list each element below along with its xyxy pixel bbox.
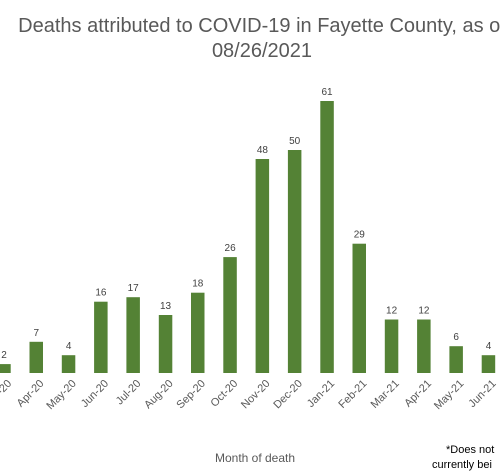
bar-Apr-21 (417, 319, 431, 373)
data-label-May-21: 6 (453, 332, 459, 343)
data-label-Dec-20: 50 (289, 136, 301, 147)
data-label-Jun-21: 4 (486, 341, 492, 352)
data-label-Mar-20: 2 (1, 350, 7, 361)
bar-Mar-21 (384, 319, 399, 373)
data-label-Sep-20: 18 (192, 279, 204, 290)
bar-Dec-20 (287, 150, 302, 373)
x-tick-Sep-20: Sep-20 (174, 378, 208, 412)
bars-group (0, 101, 496, 373)
bar-Jun-20 (94, 301, 108, 373)
bar-Apr-20 (29, 341, 43, 373)
data-labels-group: 2741617131826485061291212643 (1, 87, 492, 361)
x-tick-May-21: May-21 (432, 378, 466, 412)
footnote-line-1: *Does not (446, 444, 494, 456)
x-tick-Dec-20: Dec-20 (271, 378, 305, 412)
x-tick-Jun-20: Jun-20 (79, 378, 111, 410)
bar-Jan-21 (320, 101, 334, 373)
x-tick-Jan-21: Jan-21 (305, 378, 337, 410)
data-label-Apr-20: 7 (34, 328, 40, 339)
x-tick-Mar-21: Mar-21 (369, 378, 402, 411)
data-label-Nov-20: 48 (257, 145, 269, 156)
bar-May-21 (449, 346, 463, 373)
bar-Sep-20 (191, 292, 205, 373)
bar-Nov-20 (255, 159, 270, 373)
chart-title-line-2: 08/26/2021 (212, 40, 312, 62)
x-tick-Nov-20: Nov-20 (239, 378, 273, 412)
footnote-line-2: currently bei (432, 459, 492, 471)
data-label-Jun-20: 16 (95, 288, 107, 299)
x-tick-Apr-21: Apr-21 (402, 378, 434, 410)
data-label-Jul-20: 17 (128, 283, 140, 294)
x-tick-Jul-20: Jul-20 (114, 378, 144, 408)
x-tick-Mar-20: Mar-20 (0, 378, 14, 411)
x-tick-Jun-21: Jun-21 (466, 378, 498, 410)
bar-Feb-21 (352, 243, 366, 373)
data-label-Oct-20: 26 (225, 243, 237, 254)
data-label-Aug-20: 13 (160, 301, 172, 312)
x-tick-Feb-21: Feb-21 (336, 378, 369, 411)
x-tick-Aug-20: Aug-20 (142, 378, 176, 412)
data-label-Feb-21: 29 (354, 230, 366, 241)
bar-Oct-20 (223, 257, 237, 373)
data-label-Mar-21: 12 (386, 306, 398, 317)
x-axis-title: Month of death (215, 451, 295, 465)
bar-Aug-20 (158, 315, 173, 373)
chart-title-line-1: Deaths attributed to COVID-19 in Fayette… (18, 15, 500, 37)
bar-Mar-20 (0, 364, 11, 373)
data-label-Jan-21: 61 (321, 87, 333, 98)
bar-May-20 (61, 355, 76, 373)
data-label-Apr-21: 12 (418, 306, 430, 317)
x-tick-Apr-20: Apr-20 (15, 378, 47, 410)
x-tick-May-20: May-20 (44, 378, 78, 412)
bar-Jun-21 (481, 355, 496, 373)
data-label-May-20: 4 (66, 341, 72, 352)
x-tick-Oct-20: Oct-20 (208, 378, 240, 410)
bar-Jul-20 (126, 297, 140, 373)
